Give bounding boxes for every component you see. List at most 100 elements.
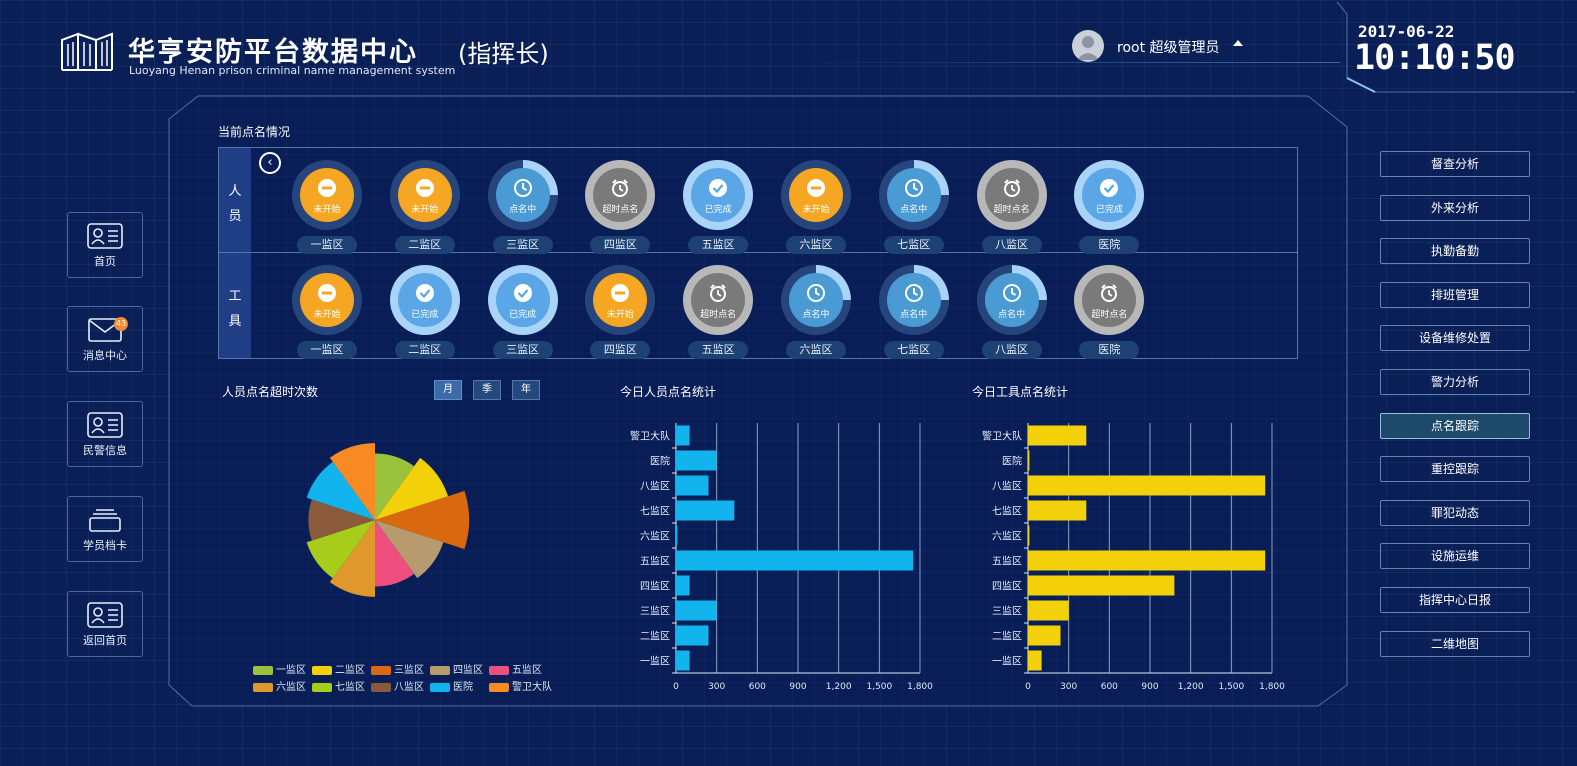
- legend-item[interactable]: 七监区: [312, 678, 365, 693]
- roll-call-cell[interactable]: 超时点名 医院: [1069, 265, 1149, 361]
- bar[interactable]: [1028, 650, 1042, 671]
- roll-call-cell[interactable]: 未开始 一监区: [287, 160, 367, 256]
- roll-call-cell[interactable]: 超时点名 八监区: [972, 160, 1052, 256]
- nav-back-home-label: 返回首页: [83, 634, 127, 647]
- roll-call-cell[interactable]: 未开始 六监区: [776, 160, 856, 256]
- menu-item[interactable]: 二维地图: [1380, 630, 1530, 657]
- bar[interactable]: [676, 625, 709, 646]
- legend-item[interactable]: 二监区: [312, 661, 365, 676]
- period-tab[interactable]: 年: [512, 380, 540, 400]
- bar[interactable]: [1028, 425, 1087, 446]
- bar[interactable]: [1028, 575, 1175, 596]
- user-avatar-icon[interactable]: [1072, 30, 1104, 62]
- bar[interactable]: [676, 525, 678, 546]
- bar[interactable]: [676, 575, 690, 596]
- rose-slice[interactable]: [375, 520, 444, 579]
- timeout-rose-chart: [306, 443, 470, 597]
- bar[interactable]: [676, 600, 717, 621]
- back-arrow-icon[interactable]: ‹: [259, 152, 281, 174]
- rose-slice[interactable]: [375, 453, 415, 520]
- roll-call-cell[interactable]: 点名中 七监区: [874, 265, 954, 361]
- rose-slice[interactable]: [306, 520, 375, 579]
- bar[interactable]: [1028, 600, 1069, 621]
- bar[interactable]: [676, 475, 709, 496]
- roll-call-cell[interactable]: 点名中 六监区: [776, 265, 856, 361]
- nav-home[interactable]: 首页: [67, 212, 143, 278]
- y-tick-label: 警卫大队: [982, 430, 1022, 443]
- status-circle: 未开始: [397, 168, 452, 222]
- area-label: 医院: [1079, 236, 1140, 254]
- bar[interactable]: [676, 550, 914, 571]
- legend-item[interactable]: 医院: [430, 678, 473, 693]
- roll-call-cell[interactable]: 点名中 七监区: [874, 160, 954, 256]
- legend-label: 四监区: [453, 665, 483, 676]
- legend-item[interactable]: 五监区: [489, 661, 542, 676]
- roll-call-cell[interactable]: 点名中 八监区: [972, 265, 1052, 361]
- menu-item[interactable]: 设施运维: [1380, 543, 1530, 570]
- menu-item[interactable]: 设备维修处置: [1380, 325, 1530, 352]
- row-head-personnel: 人 员: [219, 148, 251, 252]
- roll-call-cell[interactable]: 未开始 四监区: [580, 265, 660, 361]
- roll-call-cell[interactable]: 已完成 二监区: [385, 265, 465, 361]
- legend-label: 一监区: [276, 665, 306, 676]
- legend-item[interactable]: 四监区: [430, 661, 483, 676]
- menu-item[interactable]: 督查分析: [1380, 151, 1530, 177]
- bar[interactable]: [1028, 550, 1266, 571]
- period-tab[interactable]: 季: [473, 380, 501, 400]
- menu-item[interactable]: 外来分析: [1380, 194, 1530, 221]
- bar[interactable]: [676, 450, 717, 471]
- nav-back-home[interactable]: 返回首页: [67, 591, 143, 657]
- message-count-badge: 43: [114, 317, 128, 331]
- roll-call-cell[interactable]: 未开始 一监区: [287, 265, 367, 361]
- rose-slice[interactable]: [375, 490, 470, 550]
- bar[interactable]: [1028, 450, 1030, 471]
- nav-police-info[interactable]: 民警信息: [67, 401, 143, 467]
- rose-slice[interactable]: [375, 457, 449, 520]
- roll-call-cell[interactable]: 已完成 三监区: [483, 265, 563, 361]
- rose-slice[interactable]: [306, 461, 375, 520]
- y-tick-label: 一监区: [640, 655, 670, 668]
- bar[interactable]: [676, 650, 690, 671]
- legend-item[interactable]: 八监区: [371, 678, 424, 693]
- rose-slice[interactable]: [375, 520, 415, 587]
- roll-call-cell[interactable]: 超时点名 五监区: [678, 265, 758, 361]
- caret-up-icon[interactable]: [1233, 40, 1243, 46]
- bar[interactable]: [1028, 500, 1087, 521]
- status-circle: 点名中: [886, 168, 941, 222]
- rose-slice[interactable]: [329, 443, 375, 520]
- roll-call-title: 当前点名情况: [218, 125, 291, 139]
- menu-item[interactable]: 罪犯动态: [1380, 499, 1530, 526]
- rose-slice[interactable]: [329, 520, 375, 597]
- rose-slice[interactable]: [308, 499, 375, 541]
- bar[interactable]: [1028, 525, 1030, 546]
- roll-call-cell[interactable]: 已完成 五监区: [678, 160, 758, 256]
- legend-item[interactable]: 三监区: [371, 661, 424, 676]
- status-text: 未开始: [313, 205, 341, 215]
- system-subtitle: Luoyang Henan prison criminal name manag…: [129, 64, 456, 77]
- menu-item[interactable]: 点名跟踪: [1380, 412, 1530, 439]
- bar[interactable]: [676, 500, 735, 521]
- menu-item[interactable]: 警力分析: [1380, 369, 1530, 395]
- roll-call-cell[interactable]: 未开始 二监区: [385, 160, 465, 256]
- roll-call-cell[interactable]: 点名中 三监区: [483, 160, 563, 256]
- menu-item[interactable]: 排班管理: [1380, 281, 1530, 308]
- legend-item[interactable]: 六监区: [253, 678, 306, 693]
- roll-call-grid: [218, 147, 1298, 359]
- legend-item[interactable]: 警卫大队: [489, 678, 552, 693]
- bar[interactable]: [1028, 475, 1266, 496]
- nav-student-file[interactable]: 学员档卡: [67, 496, 143, 562]
- menu-item[interactable]: 执勤备勤: [1380, 238, 1530, 265]
- area-label: 八监区: [981, 236, 1042, 254]
- status-circle: 超时点名: [984, 168, 1039, 222]
- roll-call-cell[interactable]: 超时点名 四监区: [580, 160, 660, 256]
- menu-item[interactable]: 指挥中心日报: [1380, 587, 1530, 613]
- menu-item[interactable]: 重控跟踪: [1380, 456, 1530, 483]
- user-name[interactable]: root 超级管理员: [1117, 40, 1220, 56]
- bar[interactable]: [676, 425, 690, 446]
- bar[interactable]: [1028, 625, 1061, 646]
- roll-call-cell[interactable]: 已完成 医院: [1069, 160, 1149, 256]
- x-tick-label: 600: [749, 682, 766, 692]
- legend-item[interactable]: 一监区: [253, 661, 306, 676]
- nav-messages[interactable]: 43 消息中心: [67, 306, 143, 372]
- period-tab[interactable]: 月: [434, 380, 462, 400]
